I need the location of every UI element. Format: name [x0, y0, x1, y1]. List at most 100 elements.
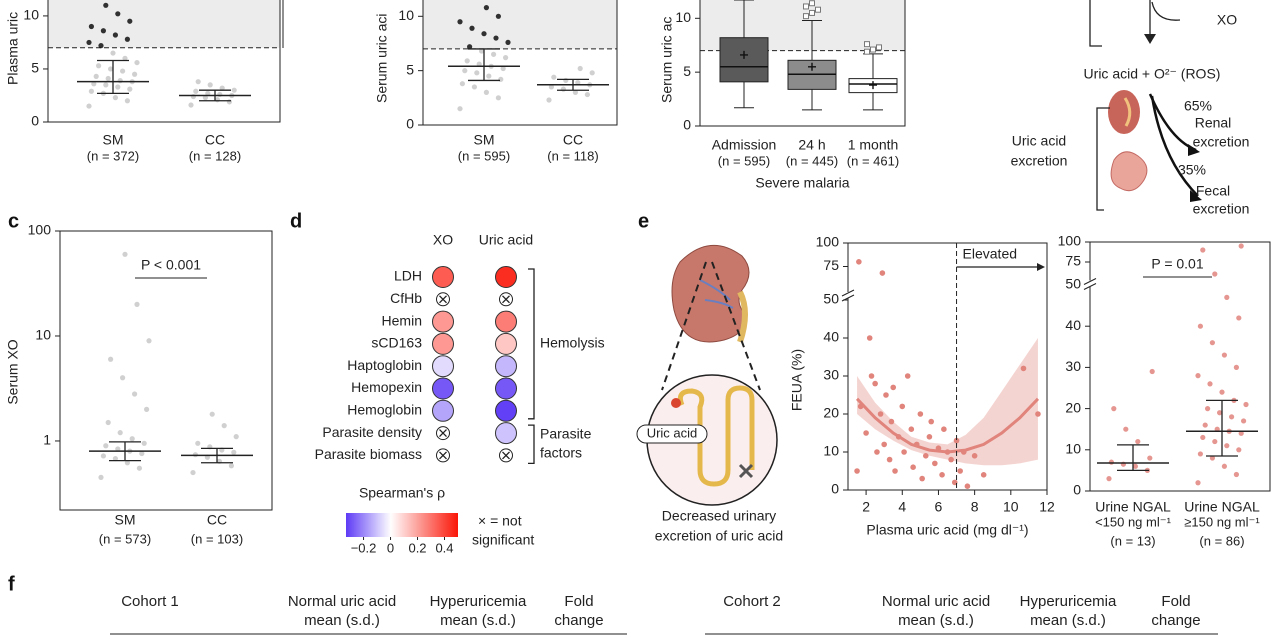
x-tick-label: 1 month	[848, 137, 899, 153]
data-point	[120, 68, 126, 74]
arrowhead	[1190, 190, 1202, 202]
data-point	[971, 453, 978, 459]
y-tick-label: 10	[823, 443, 839, 459]
x-tick-label: 2	[862, 499, 870, 515]
p-value: P = 0.01	[1151, 256, 1204, 272]
data-point	[217, 91, 223, 98]
data-point	[146, 338, 152, 344]
data-point	[498, 76, 504, 82]
data-point	[1224, 443, 1230, 449]
y-tick-label: 30	[823, 367, 839, 383]
marker-box	[636, 424, 708, 444]
data-point	[953, 437, 960, 444]
arrowhead	[1037, 263, 1045, 271]
data-point	[1221, 352, 1227, 358]
correlation-dot	[432, 355, 454, 378]
outlier	[864, 41, 870, 48]
data-point	[868, 373, 875, 379]
data-point	[1219, 389, 1225, 395]
data-point	[1238, 430, 1244, 436]
uric-acid-dot	[671, 398, 681, 408]
row-label: sCD163	[371, 335, 422, 351]
data-point	[86, 103, 92, 109]
data-point	[1035, 411, 1041, 417]
data-point	[124, 460, 130, 466]
x-axis-label: Plasma uric acid (mg dl⁻¹)	[866, 522, 1028, 538]
marker-label: Uric acid	[647, 425, 698, 440]
pathway-label: Uric acid + O²⁻ (ROS)	[1084, 66, 1221, 82]
y-axis-label: Serum uric aci	[374, 14, 390, 103]
y-tick-label: 75	[823, 257, 839, 273]
data-point	[932, 460, 938, 467]
row-label: LDH	[394, 268, 422, 284]
data-point	[500, 65, 506, 72]
row-label: Parasite density	[322, 424, 422, 440]
pathway-label: 65%	[1184, 98, 1212, 114]
data-point	[1108, 459, 1114, 465]
correlation-dot	[495, 355, 517, 378]
kidney-vessels	[699, 279, 734, 309]
correlation-dot	[495, 422, 517, 445]
table-title: Cohort 1	[121, 593, 179, 610]
data-point	[105, 419, 111, 426]
data-point	[1147, 455, 1153, 461]
data-point	[879, 270, 886, 276]
x-tick-n: (n = 103)	[191, 531, 243, 546]
data-point	[904, 373, 911, 379]
x-tick-label: 24 h	[798, 137, 825, 153]
arrow	[1151, 1, 1181, 21]
data-point	[503, 55, 509, 61]
data-point	[195, 79, 201, 85]
data-point	[886, 456, 893, 463]
axis-break	[1083, 278, 1097, 290]
ns-cross	[439, 295, 447, 304]
pathway-label: excretion	[1193, 134, 1250, 150]
table-header: mean (s.d.)	[440, 612, 516, 629]
data-point	[136, 465, 142, 471]
arrowhead	[1188, 144, 1200, 156]
group-bracket	[528, 268, 535, 420]
data-point	[895, 434, 902, 440]
y-tick-label: 75	[1065, 253, 1081, 269]
data-point	[919, 475, 925, 482]
y-tick-label: 0	[683, 117, 691, 133]
x-tick-n: (n = 118)	[547, 148, 598, 163]
data-point	[127, 86, 133, 92]
data-point	[209, 411, 215, 417]
data-point	[195, 440, 201, 446]
caption: Decreased urinary	[662, 508, 776, 524]
data-point	[115, 84, 121, 90]
data-point	[941, 426, 947, 433]
data-point	[944, 449, 951, 455]
x-tick-n: (n = 13)	[1110, 533, 1155, 548]
group-bracket	[528, 424, 535, 465]
y-tick-label: 50	[823, 291, 839, 307]
data-point	[548, 84, 555, 90]
pathway-label: XO	[1217, 12, 1237, 28]
x-tick-sublabel: ≥150 ng ml⁻¹	[1184, 514, 1260, 529]
data-point	[120, 375, 126, 381]
x-tick-n: (n = 86)	[1199, 533, 1244, 548]
data-point	[483, 5, 489, 11]
data-point	[231, 87, 237, 93]
panel-label: c	[8, 210, 19, 232]
data-point	[856, 259, 862, 265]
x-tick-n: (n = 573)	[99, 531, 151, 546]
data-point	[205, 90, 211, 96]
data-point	[462, 68, 468, 74]
panel-label: d	[290, 210, 302, 232]
x-axis-label: Severe malaria	[755, 175, 849, 191]
pathway-label: Fecal	[1196, 183, 1230, 199]
data-point	[103, 443, 109, 449]
row-label: Hemoglobin	[347, 402, 422, 418]
data-point	[899, 403, 906, 410]
data-point	[575, 80, 581, 86]
data-point	[1149, 368, 1155, 375]
data-point	[872, 380, 878, 387]
data-point	[572, 89, 579, 95]
data-point	[141, 440, 147, 446]
plot-frame	[47, 0, 281, 123]
axis-break	[842, 292, 854, 298]
data-point	[117, 430, 123, 436]
